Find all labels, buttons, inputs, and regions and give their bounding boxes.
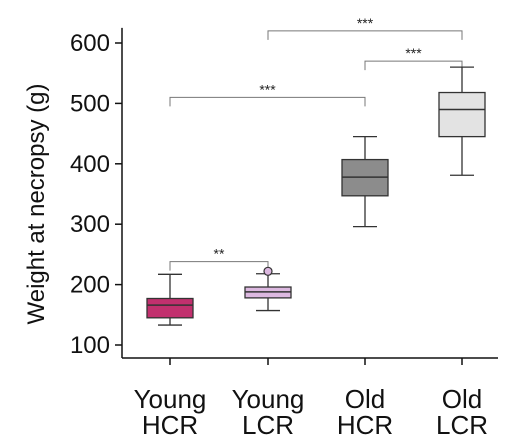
significance-label: ***: [259, 81, 276, 97]
significance-bracket: [169, 261, 269, 271]
y-tick-label: 600: [70, 30, 110, 57]
category-label-line1: Old: [345, 384, 385, 414]
outlier-point: [263, 266, 273, 276]
significance-bracket: [364, 60, 463, 71]
significance-label: ***: [357, 15, 374, 31]
box-4: [438, 66, 486, 176]
significance-bracket: [267, 30, 463, 40]
box-2: [244, 266, 292, 312]
box-iqr: [146, 297, 194, 319]
significance-brackets: ***********: [169, 15, 463, 271]
category-label-line1: Young: [134, 384, 207, 414]
category-label-line2: HCR: [142, 410, 198, 439]
box-iqr: [438, 91, 486, 138]
significance-bracket: [169, 96, 366, 107]
boxes: [146, 66, 486, 326]
significance-label: ***: [405, 45, 422, 61]
category-label-line2: LCR: [436, 410, 488, 439]
y-tick-label: 300: [70, 211, 110, 238]
significance-label: **: [214, 246, 225, 262]
y-tick-label: 500: [70, 90, 110, 117]
category-label-line2: HCR: [337, 410, 393, 439]
category-label-line1: Young: [232, 384, 305, 414]
box-3: [341, 135, 389, 228]
y-tick-label: 100: [70, 332, 110, 359]
y-tick-label: 200: [70, 272, 110, 299]
y-axis-title: Weight at necropsy (g): [23, 84, 50, 325]
category-label-line1: Old: [442, 384, 482, 414]
box-1: [146, 273, 194, 326]
y-tick-label: 400: [70, 151, 110, 178]
category-label-line2: LCR: [242, 410, 294, 439]
y-axis-ticks: 100 200 300 400 500 600: [70, 30, 122, 359]
